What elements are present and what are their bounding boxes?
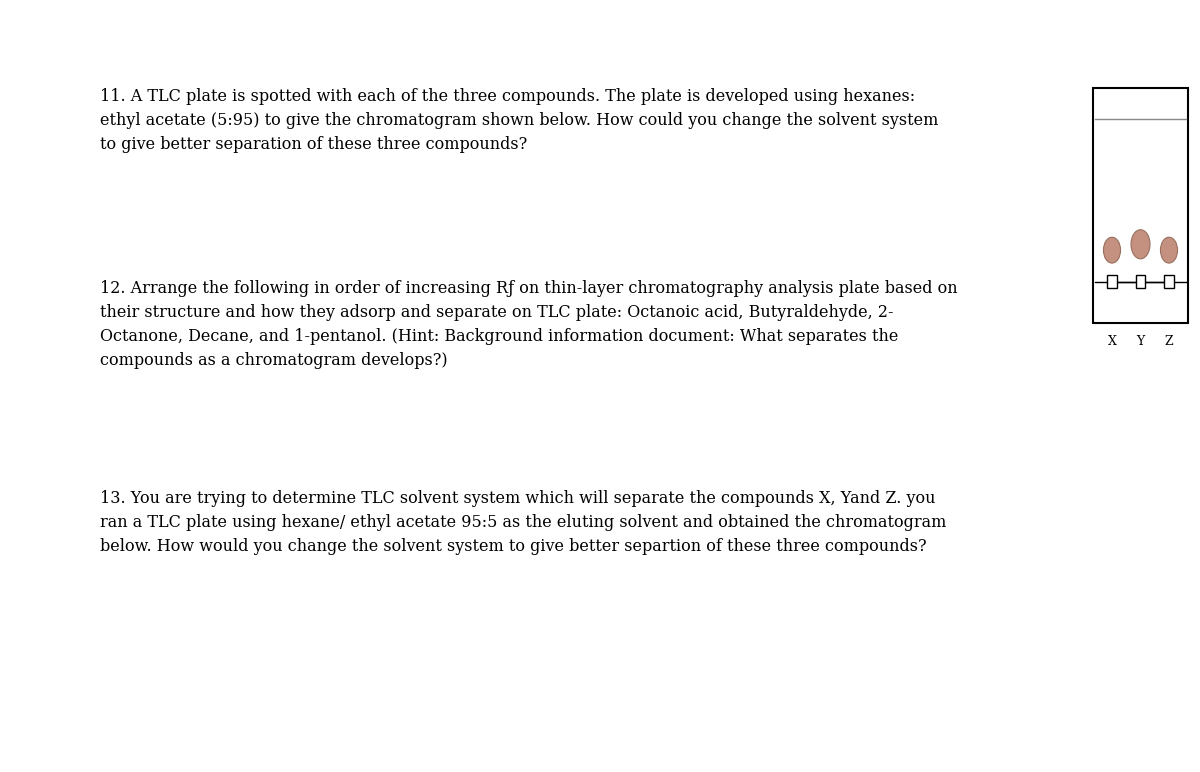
Bar [1164, 276, 1174, 288]
Bar [1108, 276, 1117, 288]
Ellipse shape [1160, 237, 1177, 263]
Text: Z: Z [1165, 335, 1174, 348]
Text: 13. You are trying to determine TLC solvent system which will separate the compo: 13. You are trying to determine TLC solv… [100, 490, 947, 555]
Bar [1135, 276, 1145, 288]
Text: 12. Arrange the following in order of increasing Rƒ on thin-layer chromatography: 12. Arrange the following in order of in… [100, 280, 958, 370]
Text: Y: Y [1136, 335, 1145, 348]
Bar [1093, 88, 1188, 323]
Text: 11. A TLC plate is spotted with each of the three compounds. The plate is develo: 11. A TLC plate is spotted with each of … [100, 88, 938, 154]
Ellipse shape [1132, 230, 1150, 259]
Text: X: X [1108, 335, 1116, 348]
Ellipse shape [1104, 237, 1121, 263]
